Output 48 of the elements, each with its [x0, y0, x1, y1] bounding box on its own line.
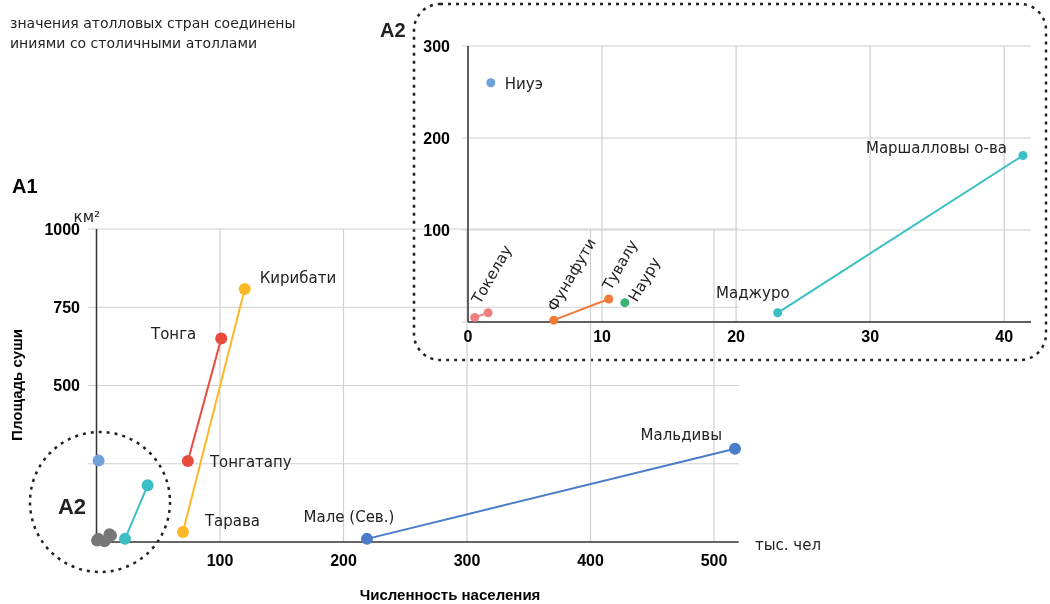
annotation: Мальдивы — [640, 425, 722, 444]
y-axis-title: Площадь суши — [8, 329, 25, 441]
annotation: Тонгатапу — [208, 452, 292, 471]
text: A2 — [57, 494, 87, 519]
annotation: Ниуэ — [504, 74, 543, 93]
x-tick-label: 300 — [453, 552, 481, 569]
point — [360, 532, 373, 545]
point — [549, 315, 559, 325]
chart-subtitle: A1 — [12, 175, 38, 197]
chart-title: A2 — [380, 19, 406, 41]
text: тыс. чел — [755, 536, 822, 554]
point — [773, 308, 783, 318]
point — [238, 283, 251, 296]
y-tick-label: 300 — [423, 37, 451, 55]
x-axis-title: Численность населения — [359, 586, 541, 603]
point — [92, 454, 105, 467]
point — [119, 532, 132, 545]
point — [181, 454, 194, 467]
x-tick-label: 10 — [593, 328, 612, 345]
annotation: Кирибати — [259, 269, 337, 288]
annotation: Маршалловы о-ва — [865, 139, 1007, 158]
x-tick-label: 30 — [861, 328, 880, 345]
x-tick-label: 40 — [995, 328, 1014, 345]
point — [176, 525, 189, 538]
point — [620, 298, 630, 308]
x-tick-label: 200 — [330, 552, 357, 569]
point — [215, 332, 228, 345]
x-tick-label: 100 — [206, 552, 234, 569]
annotation: Тонга — [150, 324, 197, 343]
x-tick-label: 20 — [727, 328, 746, 345]
x-tick-label: 0 — [463, 328, 473, 345]
chart-title: значения атолловых стран соединены иниями со столичными атоллами — [10, 15, 296, 51]
point — [1018, 150, 1028, 160]
point — [729, 442, 741, 455]
point — [604, 294, 614, 304]
y-tick-label: 200 — [423, 129, 451, 147]
point — [470, 312, 480, 322]
y-tick-label: 750 — [53, 298, 81, 316]
point — [141, 479, 154, 492]
annotation: Тарава — [203, 511, 261, 530]
x-tick-label: 400 — [577, 552, 604, 569]
y-tick-label: 500 — [53, 377, 81, 395]
point — [486, 78, 496, 88]
annotation: Мале (Сев.) — [303, 507, 395, 526]
y-tick-label: 100 — [423, 221, 451, 239]
point — [483, 308, 493, 318]
annotation: Маджуро — [716, 283, 790, 302]
x-tick-label: 500 — [700, 552, 728, 569]
